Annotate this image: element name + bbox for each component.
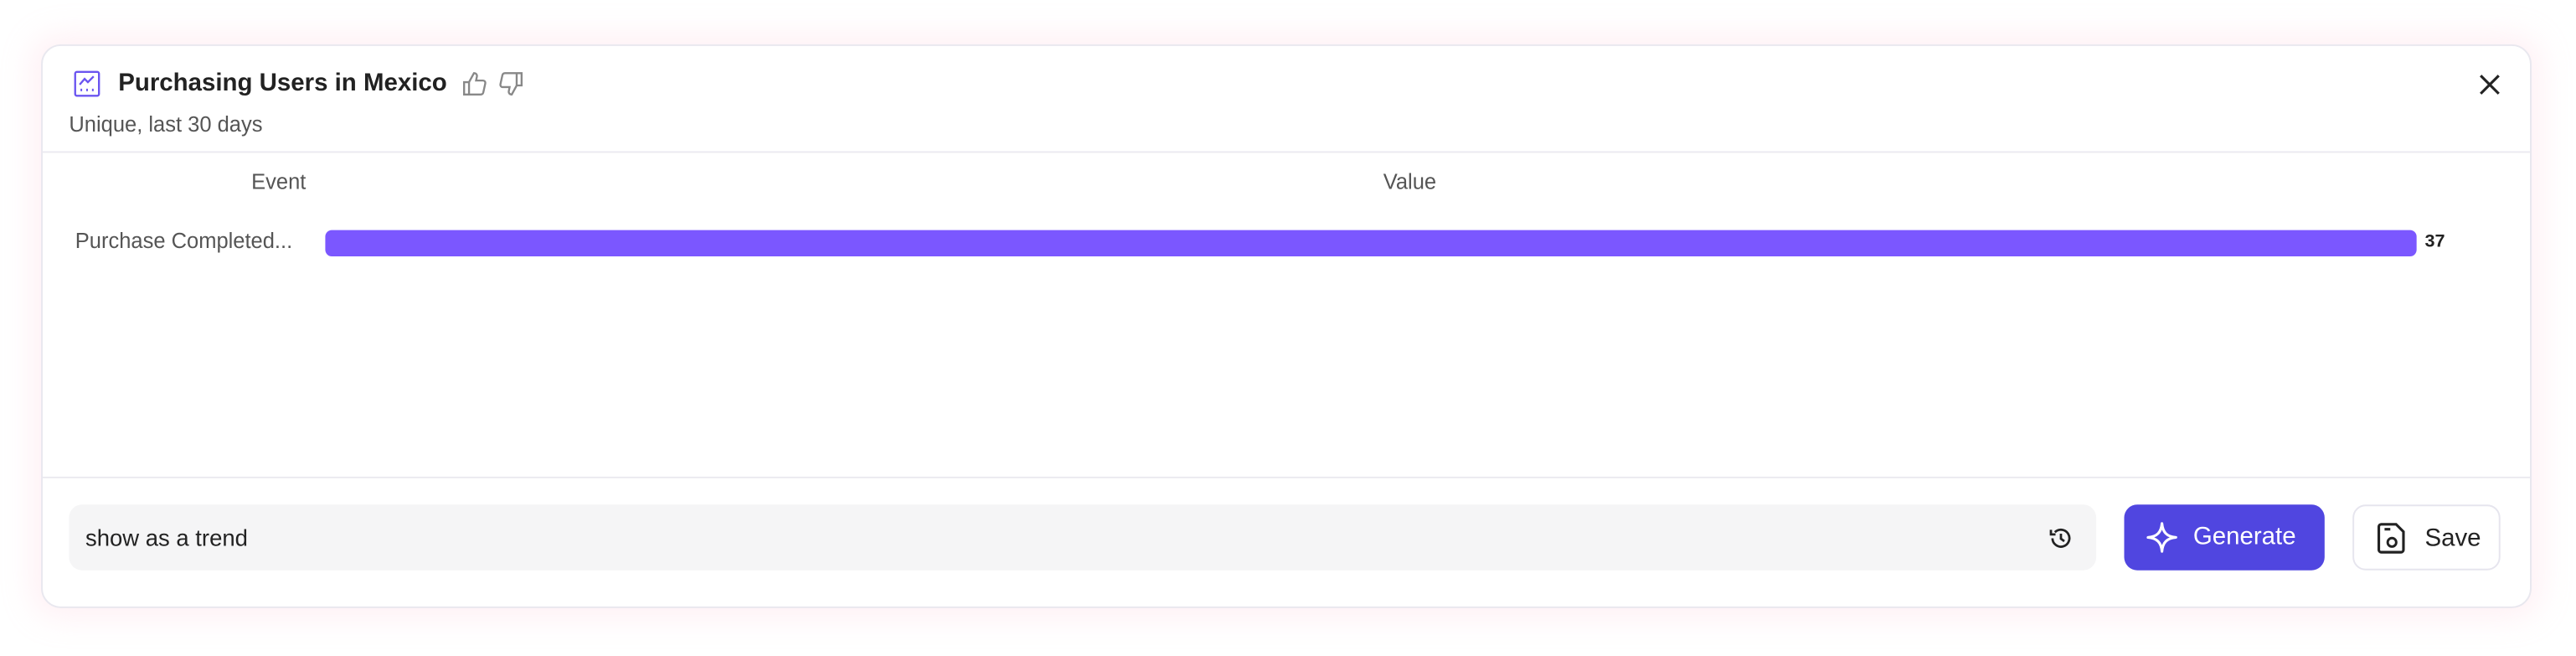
column-header-value: Value bbox=[1383, 169, 1437, 194]
divider bbox=[43, 476, 2531, 478]
prompt-input-value: show as a trend bbox=[85, 524, 248, 551]
report-subtitle: Unique, last 30 days bbox=[69, 111, 263, 137]
thumbs-down-icon[interactable] bbox=[497, 70, 523, 96]
bar[interactable] bbox=[325, 230, 2417, 257]
sparkle-icon bbox=[2146, 522, 2177, 553]
prompt-input[interactable]: show as a trend bbox=[69, 504, 2097, 571]
column-header-event: Event bbox=[251, 169, 307, 194]
line-chart-icon bbox=[74, 70, 100, 97]
report-title: Purchasing Users in Mexico bbox=[118, 69, 447, 97]
report-card: Purchasing Users in Mexico Unique, last … bbox=[41, 44, 2532, 608]
generate-label: Generate bbox=[2192, 522, 2296, 551]
generate-button[interactable]: Generate bbox=[2124, 504, 2325, 571]
save-icon bbox=[2377, 523, 2405, 554]
divider bbox=[43, 151, 2531, 153]
save-label: Save bbox=[2424, 524, 2481, 553]
thumbs-up-icon[interactable] bbox=[461, 70, 487, 96]
data-label: 37 bbox=[2424, 231, 2445, 252]
close-icon[interactable] bbox=[2479, 74, 2501, 96]
row-label: Purchase Completed... bbox=[75, 228, 293, 254]
save-button[interactable]: Save bbox=[2352, 504, 2501, 571]
history-icon[interactable] bbox=[2048, 526, 2073, 550]
